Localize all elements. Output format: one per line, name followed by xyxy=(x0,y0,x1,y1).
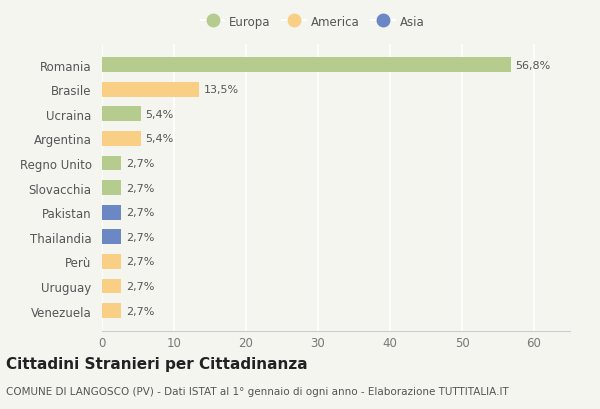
Text: 5,4%: 5,4% xyxy=(145,134,173,144)
Text: 13,5%: 13,5% xyxy=(203,85,239,95)
Bar xyxy=(102,83,199,97)
Bar xyxy=(102,230,121,245)
Text: 2,7%: 2,7% xyxy=(126,159,154,169)
Text: 2,7%: 2,7% xyxy=(126,306,154,316)
Bar xyxy=(102,156,121,171)
Bar xyxy=(102,303,121,318)
Text: 2,7%: 2,7% xyxy=(126,208,154,218)
Bar xyxy=(102,279,121,294)
Bar xyxy=(102,254,121,269)
Text: 5,4%: 5,4% xyxy=(145,110,173,119)
Text: 2,7%: 2,7% xyxy=(126,281,154,291)
Bar xyxy=(102,58,511,73)
Bar xyxy=(102,205,121,220)
Bar xyxy=(102,132,141,146)
Legend: Europa, America, Asia: Europa, America, Asia xyxy=(196,11,429,33)
Text: 2,7%: 2,7% xyxy=(126,183,154,193)
Bar xyxy=(102,181,121,196)
Text: 56,8%: 56,8% xyxy=(515,61,551,70)
Text: 2,7%: 2,7% xyxy=(126,232,154,242)
Text: Cittadini Stranieri per Cittadinanza: Cittadini Stranieri per Cittadinanza xyxy=(6,356,308,371)
Text: 2,7%: 2,7% xyxy=(126,257,154,267)
Bar xyxy=(102,107,141,122)
Text: COMUNE DI LANGOSCO (PV) - Dati ISTAT al 1° gennaio di ogni anno - Elaborazione T: COMUNE DI LANGOSCO (PV) - Dati ISTAT al … xyxy=(6,387,509,396)
